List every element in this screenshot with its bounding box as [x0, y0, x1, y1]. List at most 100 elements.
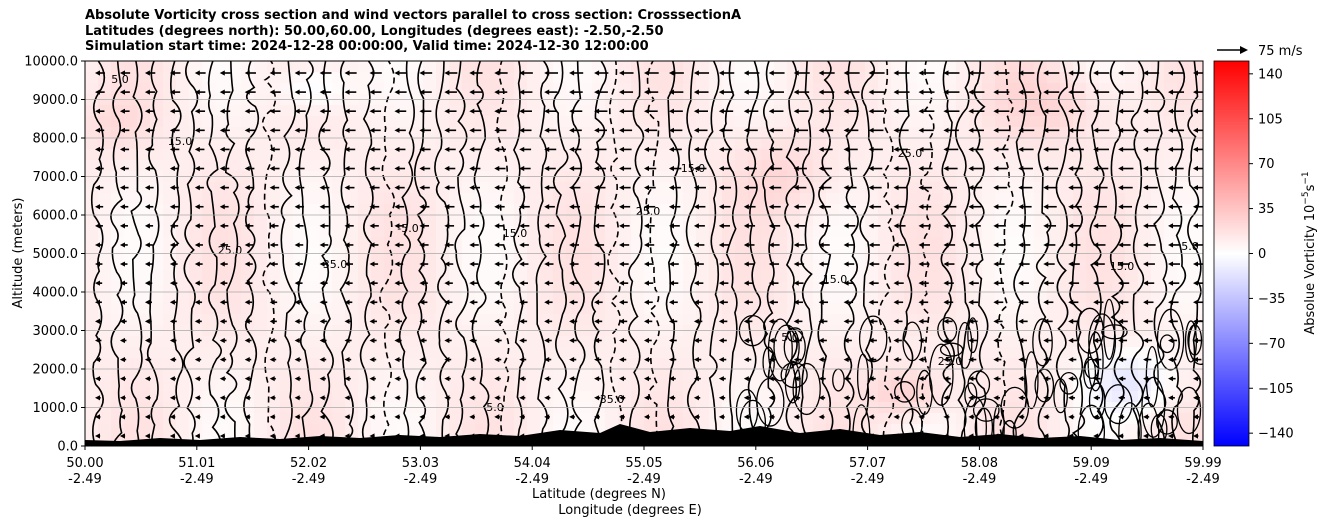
wind-vector-head: [968, 318, 974, 324]
heatmap-cell: [865, 281, 879, 293]
wind-vector-head: [444, 376, 450, 382]
heatmap-cell: [865, 61, 879, 73]
wind-vector-head: [968, 185, 974, 191]
heatmap-cell: [1073, 138, 1087, 150]
heatmap-cell: [813, 138, 827, 150]
wind-vector-head: [1043, 280, 1049, 286]
wind-vector-head: [668, 242, 674, 248]
heatmap-cell: [891, 138, 905, 150]
wind-vector-head: [768, 223, 774, 229]
wind-vector-head: [369, 337, 375, 344]
heatmap-cell: [579, 127, 593, 139]
wind-vector-head: [469, 223, 475, 229]
heatmap-cell: [969, 204, 983, 216]
heatmap-cell: [917, 204, 931, 216]
contour-line: [183, 61, 199, 446]
wind-vector-head: [169, 185, 175, 191]
heatmap-cell: [410, 413, 424, 425]
heatmap-cell: [956, 193, 970, 205]
heatmap-cell: [1034, 215, 1048, 227]
heatmap-cell: [488, 303, 502, 315]
heatmap-cell: [293, 424, 307, 436]
heatmap-cell: [1021, 160, 1035, 172]
wind-vector-head: [294, 242, 300, 248]
heatmap-cell: [449, 149, 463, 161]
heatmap-cell: [410, 160, 424, 172]
heatmap-cell: [878, 413, 892, 425]
heatmap-cell: [189, 347, 203, 359]
wind-vector-head: [194, 318, 200, 324]
wind-vector-head: [294, 127, 300, 133]
heatmap-cell: [722, 391, 736, 403]
heatmap-cell: [397, 380, 411, 392]
heatmap-cell: [1073, 380, 1087, 392]
heatmap-cell: [462, 105, 476, 117]
wind-vector-head: [519, 70, 525, 76]
terrain: [85, 424, 1203, 446]
wind-vector-head: [818, 146, 824, 153]
heatmap-cell: [462, 303, 476, 315]
heatmap-cell: [826, 72, 840, 84]
heatmap-cell: [956, 303, 970, 315]
wind-vector-head: [544, 146, 550, 153]
wind-vector-head: [544, 204, 550, 210]
heatmap-cell: [1099, 138, 1113, 150]
wind-vector-head: [544, 318, 550, 324]
heatmap-cell: [891, 160, 905, 172]
wind-vector-head: [918, 108, 924, 114]
wind-vector-head: [818, 108, 824, 114]
heatmap-cell: [397, 127, 411, 139]
heatmap-cell: [826, 391, 840, 403]
wind-vector-head: [344, 299, 350, 305]
heatmap-cell: [345, 358, 359, 370]
wind-vector-head: [219, 70, 225, 76]
heatmap-cell: [839, 358, 853, 370]
heatmap-cell: [605, 292, 619, 304]
heatmap-cell: [774, 336, 788, 348]
heatmap-cell: [995, 226, 1009, 238]
wind-vector-head: [419, 414, 425, 420]
wind-vector-head: [1168, 337, 1174, 344]
heatmap-cell: [904, 116, 918, 128]
heatmap-cell: [241, 215, 255, 227]
heatmap-cell: [787, 226, 801, 238]
wind-vector-head: [1168, 223, 1174, 229]
heatmap-cell: [579, 105, 593, 117]
wind-vector-head: [1193, 127, 1198, 133]
heatmap-cell: [813, 424, 827, 436]
heatmap-cell: [917, 149, 931, 161]
contour-label: 15.0: [1110, 260, 1135, 273]
wind-vector-head: [743, 223, 749, 229]
heatmap-cell: [319, 292, 333, 304]
heatmap-cell: [969, 292, 983, 304]
wind-vector-head: [569, 242, 575, 248]
wind-vector-head: [893, 414, 899, 420]
heatmap-cell: [150, 380, 164, 392]
heatmap-cell: [358, 193, 372, 205]
heatmap-cell: [137, 281, 151, 293]
heatmap-cell: [410, 336, 424, 348]
wind-vector-head: [1193, 185, 1198, 191]
heatmap-cell: [1112, 314, 1126, 326]
wind-vector-head: [1143, 395, 1149, 401]
heatmap-cell: [527, 336, 541, 348]
heatmap-cell: [410, 347, 424, 359]
heatmap-cell: [1021, 281, 1035, 293]
heatmap-cell: [423, 347, 437, 359]
wind-vector-head: [169, 165, 175, 172]
heatmap-cell: [592, 138, 606, 150]
heatmap-cell: [332, 226, 346, 238]
heatmap-cell: [384, 424, 398, 436]
heatmap-cell: [1073, 303, 1087, 315]
heatmap-cell: [956, 237, 970, 249]
heatmap-cell: [917, 215, 931, 227]
heatmap-cell: [943, 204, 957, 216]
heatmap-cell: [696, 391, 710, 403]
heatmap-cell: [1138, 347, 1152, 359]
wind-vector-head: [594, 376, 600, 382]
heatmap-cell: [670, 336, 684, 348]
heatmap-cell: [709, 292, 723, 304]
heatmap-cell: [215, 424, 229, 436]
heatmap-cell: [605, 127, 619, 139]
heatmap-cell: [371, 270, 385, 282]
